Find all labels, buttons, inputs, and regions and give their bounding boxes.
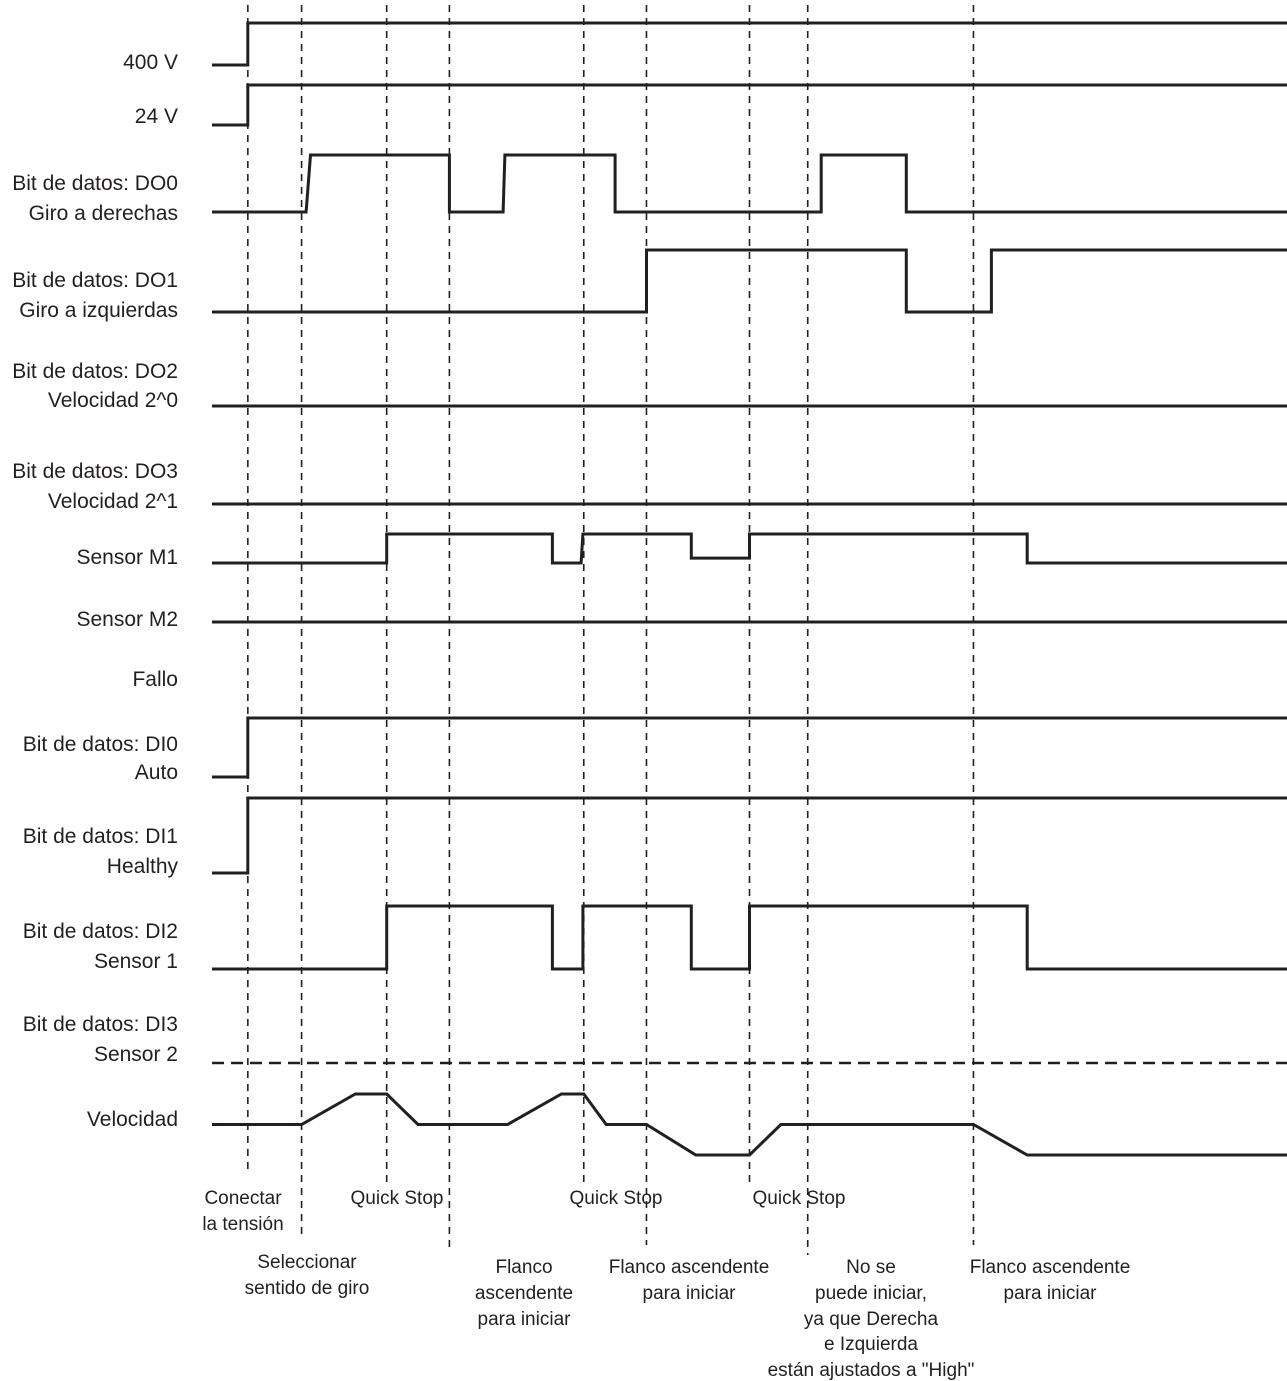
signal-label-di0: Bit de datos: DI0 bbox=[23, 733, 178, 756]
event-label-seleccionar: sentido de giro bbox=[245, 1278, 370, 1299]
signal-label-do2: Bit de datos: DO2 bbox=[12, 360, 178, 383]
event-label-seleccionar: Seleccionar bbox=[257, 1252, 357, 1273]
event-label-no-se-puede: puede iniciar, bbox=[815, 1283, 927, 1304]
event-label-no-se-puede: No se bbox=[846, 1257, 896, 1278]
event-label-no-se-puede: e Izquierda bbox=[824, 1334, 918, 1355]
event-label-flanco-3: para iniciar bbox=[1004, 1283, 1098, 1304]
signal-label-di3: Bit de datos: DI3 bbox=[23, 1013, 178, 1036]
signal-label-do1: Bit de datos: DO1 bbox=[12, 269, 178, 292]
waveform-v24 bbox=[212, 83, 1287, 127]
signal-label-speed: Velocidad bbox=[87, 1108, 178, 1131]
signal-label-do3: Bit de datos: DO3 bbox=[12, 460, 178, 483]
signal-label-di3: Sensor 2 bbox=[94, 1043, 178, 1066]
event-label-flanco-3: Flanco ascendente bbox=[970, 1257, 1131, 1278]
signal-label-do0: Giro a derechas bbox=[29, 202, 178, 225]
waveform-v400 bbox=[212, 21, 1287, 67]
event-label-conectar: la tensión bbox=[202, 1214, 283, 1235]
waveform-di0 bbox=[212, 716, 1287, 779]
event-label-quick-stop-3: Quick Stop bbox=[753, 1188, 846, 1209]
signal-label-di2: Bit de datos: DI2 bbox=[23, 920, 178, 943]
event-label-flanco-1: para iniciar bbox=[478, 1309, 572, 1330]
signal-labels: 400 V 24 V Bit de datos: DO0 Giro a derecha… bbox=[12, 51, 178, 1131]
signal-label-di2: Sensor 1 bbox=[94, 950, 178, 973]
signal-label-m1: Sensor M1 bbox=[76, 546, 178, 569]
event-label-no-se-puede: están ajustados a "High" bbox=[768, 1360, 975, 1381]
signal-label-v24: 24 V bbox=[135, 105, 178, 128]
event-label-no-se-puede: ya que Derecha bbox=[804, 1309, 939, 1330]
signal-label-di0: Auto bbox=[135, 761, 178, 784]
event-label-quick-stop-1: Quick Stop bbox=[351, 1188, 444, 1209]
event-label-conectar: Conectar bbox=[204, 1188, 282, 1209]
signal-waveforms bbox=[212, 21, 1287, 1157]
signal-label-di1: Bit de datos: DI1 bbox=[23, 825, 178, 848]
signal-label-do3: Velocidad 2^1 bbox=[48, 490, 178, 513]
signal-label-do0: Bit de datos: DO0 bbox=[12, 172, 178, 195]
event-label-quick-stop-2: Quick Stop bbox=[570, 1188, 663, 1209]
waveform-di1 bbox=[212, 796, 1287, 875]
waveform-m1 bbox=[212, 532, 1287, 565]
waveform-di2 bbox=[212, 904, 1287, 971]
event-label-flanco-2: Flanco ascendente bbox=[609, 1257, 770, 1278]
event-label-flanco-2: para iniciar bbox=[643, 1283, 737, 1304]
waveform-do0 bbox=[212, 153, 1287, 214]
signal-label-v400: 400 V bbox=[123, 51, 178, 74]
signal-label-do2: Velocidad 2^0 bbox=[48, 389, 178, 412]
waveform-do1 bbox=[212, 248, 1287, 314]
event-label-flanco-1: ascendente bbox=[475, 1283, 573, 1304]
signal-label-fallo: Fallo bbox=[132, 668, 178, 691]
signal-label-m2: Sensor M2 bbox=[76, 608, 178, 631]
signal-label-do1: Giro a izquierdas bbox=[19, 299, 178, 322]
signal-label-di1: Healthy bbox=[107, 855, 179, 878]
event-markers bbox=[247, 5, 975, 1255]
event-label-flanco-1: Flanco bbox=[495, 1257, 552, 1278]
waveform-speed bbox=[212, 1092, 1287, 1157]
event-labels: Conectar la tensión Seleccionar sentido de … bbox=[202, 1188, 1130, 1381]
